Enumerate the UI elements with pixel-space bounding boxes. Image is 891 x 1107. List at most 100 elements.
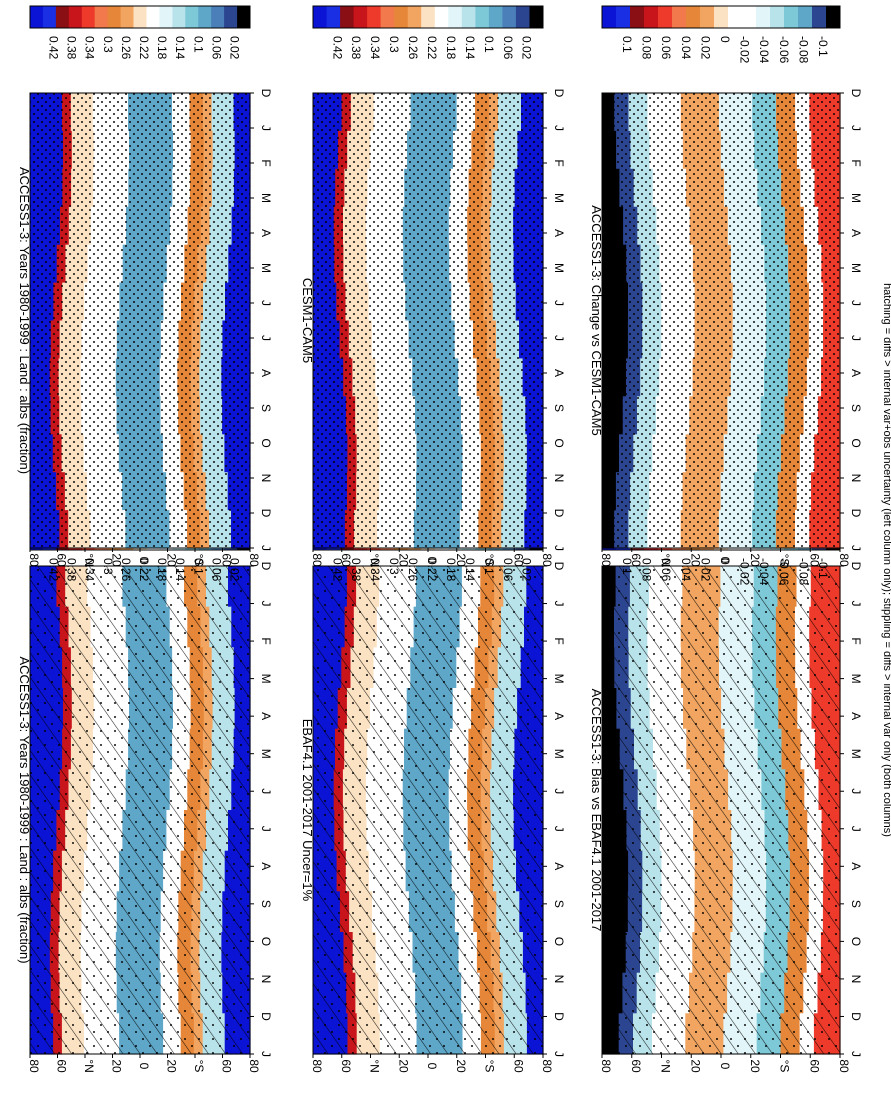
colorbar-swatch — [434, 6, 449, 28]
lat-tick-label: 20 — [396, 1059, 410, 1073]
lat-tick-label: 60 — [339, 1059, 353, 1073]
month-tick-label: O — [849, 438, 863, 447]
month-tick-label: M — [552, 193, 566, 203]
month-tick-label: A — [849, 369, 863, 377]
colorbar-swatch — [826, 6, 841, 28]
month-tick-label: J — [552, 125, 566, 131]
lat-tick-label: 20 — [165, 1059, 179, 1073]
lat-tick-label: 80 — [599, 1059, 613, 1073]
lat-tick-label: 80 — [599, 553, 613, 567]
month-tick-label: S — [552, 404, 566, 412]
colorbar-swatch — [488, 6, 503, 28]
lat-tick-label: 80 — [27, 1059, 41, 1073]
colorbar-label: 0.02 — [228, 558, 242, 582]
colorbar-swatch — [714, 6, 729, 28]
colorbar-swatch — [798, 6, 813, 28]
lat-tick-label: 60 — [55, 1059, 69, 1073]
colorbar-label: 0.38 — [65, 36, 79, 60]
colorbar-label: 0 — [718, 558, 732, 565]
month-tick-label: A — [849, 229, 863, 237]
colorbar-swatch — [756, 6, 771, 28]
colorbar-frame — [601, 5, 841, 29]
month-tick-label: A — [552, 862, 566, 870]
colorbar-label: 0.34 — [83, 36, 97, 60]
month-tick-label: D — [552, 89, 566, 98]
colorbar-swatch — [198, 6, 212, 28]
month-tick-label: J — [849, 125, 863, 131]
panel-4: D J F M A M J J A S O N D J 80 60 °N 20 0 20 °S 60 80 CESM1-CAM… — [300, 5, 566, 567]
colorbar-label: 0.3 — [387, 36, 401, 53]
colorbar-label: 0.1 — [482, 558, 496, 575]
month-tick-label: N — [849, 975, 863, 984]
colorbar-frame — [312, 5, 544, 29]
colorbar-label: 0.14 — [463, 558, 477, 582]
colorbar-label: 0.3 — [101, 36, 115, 53]
lat-tick-label: 0 — [137, 557, 151, 564]
month-tick-label: M — [259, 263, 273, 273]
colorbar-swatch — [515, 6, 530, 28]
month-tick-label: D — [849, 509, 863, 518]
month-tick-label: M — [552, 749, 566, 759]
lat-tick-label: 60 — [511, 553, 525, 567]
colorbar-label: 0.06 — [209, 36, 223, 60]
colorbar-label: 0.3 — [387, 558, 401, 575]
month-tick-label: M — [849, 749, 863, 759]
colorbar-label: 0.18 — [155, 36, 169, 60]
lat-tick-label: 80 — [837, 553, 851, 567]
month-tick-label: M — [552, 674, 566, 684]
colorbar-swatch — [211, 6, 225, 28]
month-tick-label: D — [552, 562, 566, 571]
month-tick-label: S — [849, 404, 863, 412]
month-tick-label: M — [849, 263, 863, 273]
month-tick-label: O — [849, 937, 863, 946]
panel-title: ACCESS1-3: Years 1980-1999 : Land : albs… — [17, 167, 32, 474]
panel-2: D J F M A M J J A S O N D J 80 60 °N 20 0 20 °S 60 80 ACCESS1-3… — [17, 5, 273, 567]
colorbar-swatch — [30, 6, 44, 28]
month-tick-label: J — [259, 826, 273, 832]
colorbar-swatch — [380, 6, 395, 28]
colorbar-swatch — [770, 6, 785, 28]
month-tick-label: J — [849, 826, 863, 832]
lat-tick-label: 20 — [748, 1059, 762, 1073]
month-tick-label: O — [259, 937, 273, 946]
month-tick-label: F — [552, 637, 566, 644]
colorbar-label: 0.38 — [65, 558, 79, 582]
colorbar: 0.42 0.38 0.34 0.3 0.26 0.22 0.18 0.14 0.1 0.06 0.… — [29, 5, 251, 60]
lat-tick-label: 60 — [807, 1059, 821, 1073]
colorbar-label: 0.04 — [679, 558, 693, 582]
colorbar-swatch — [326, 6, 341, 28]
lat-tick-label: 60 — [629, 1059, 643, 1073]
colorbar-label: 0.42 — [46, 36, 60, 60]
panel-5: D J F M A M J J A S O N D J 80 60 °N 20 0 20 °S 60 80 ACCESS1-3… — [589, 527, 863, 1073]
colorbar: 0.1 0.08 0.06 0.04 0.02 0 -0.02 -0.04 -0.06 -0.08… — [601, 5, 841, 64]
colorbar-label: 0.02 — [698, 36, 712, 60]
stippling-overlay — [30, 566, 250, 1054]
colorbar-label: 0.02 — [228, 36, 242, 60]
colorbar-label: 0.26 — [406, 558, 420, 582]
lat-tick-label: 60 — [55, 553, 69, 567]
month-tick-label: M — [849, 674, 863, 684]
month-tick-label: J — [259, 788, 273, 794]
lat-tick-label: 80 — [247, 1059, 261, 1073]
colorbar-label: 0.18 — [155, 558, 169, 582]
colorbar-label: 0.1 — [191, 36, 205, 53]
month-tick-label: J — [849, 601, 863, 607]
month-tick-label: N — [552, 474, 566, 483]
colorbar-label: 0.18 — [444, 558, 458, 582]
colorbar-swatch — [367, 6, 382, 28]
colorbar-swatch — [340, 6, 355, 28]
month-tick-label: M — [259, 193, 273, 203]
lat-tick-label: 60 — [220, 553, 234, 567]
lat-tick-label: 20 — [748, 553, 762, 567]
month-tick-label: A — [849, 712, 863, 720]
month-tick-label: D — [552, 509, 566, 518]
lat-tick-label: 80 — [310, 1059, 324, 1073]
colorbar-label: 0.14 — [173, 558, 187, 582]
lat-tick-label: °S — [192, 1060, 206, 1073]
lat-tick-label: °N — [659, 1059, 673, 1072]
stippling-overlay — [30, 93, 250, 548]
colorbar-swatch — [630, 6, 645, 28]
colorbar-swatch — [421, 6, 436, 28]
colorbar: 0.42 0.38 0.34 0.3 0.26 0.22 0.18 0.14 0.1 0.06 0.… — [312, 5, 544, 60]
lat-tick-label: °S — [778, 554, 792, 567]
